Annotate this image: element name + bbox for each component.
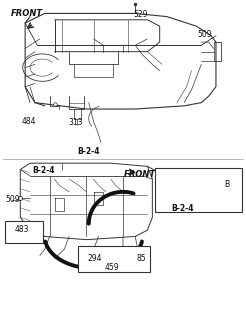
Text: 509: 509: [198, 30, 212, 39]
Text: B-2-4: B-2-4: [77, 147, 100, 156]
Text: 483: 483: [14, 225, 29, 234]
Text: 484: 484: [22, 117, 36, 126]
Text: FRONT: FRONT: [124, 170, 156, 179]
Text: 313: 313: [68, 118, 83, 127]
Text: B: B: [224, 180, 230, 189]
Bar: [78, 246, 150, 272]
Text: B-2-4: B-2-4: [32, 166, 55, 175]
Bar: [5, 221, 43, 243]
Text: FRONT: FRONT: [11, 9, 43, 18]
Text: 85: 85: [137, 254, 146, 263]
Text: 294: 294: [88, 254, 102, 263]
Text: 529: 529: [133, 10, 147, 19]
Text: B-2-4: B-2-4: [172, 204, 194, 213]
Text: 509: 509: [5, 195, 20, 204]
Text: 459: 459: [105, 263, 119, 272]
Bar: [155, 168, 242, 212]
